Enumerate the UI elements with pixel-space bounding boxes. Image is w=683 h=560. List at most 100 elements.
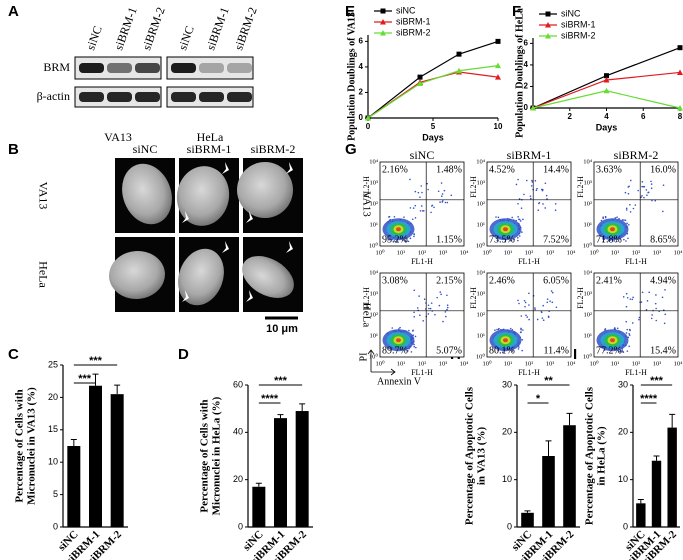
quadrant-value: 8.65%: [650, 234, 676, 245]
event-dot: [626, 296, 629, 299]
y-axis-label: Population Doublings of VA13: [346, 12, 357, 141]
event-dot: [410, 351, 413, 353]
event-dot: [494, 329, 496, 331]
event-dot: [407, 240, 410, 243]
event-dot: [625, 305, 628, 308]
flow-plot: [486, 161, 572, 247]
event-dot: [600, 219, 603, 222]
event-dot: [388, 215, 391, 218]
event-dot: [628, 185, 630, 188]
event-dot: [641, 291, 644, 294]
event-dot: [430, 211, 432, 214]
event-dot: [632, 207, 635, 210]
event-dot: [446, 304, 449, 307]
axis-label: FL2-H: [469, 176, 478, 198]
tick-label: 10²: [477, 311, 486, 318]
event-dot: [511, 216, 513, 219]
arrowhead: [222, 241, 229, 253]
tick-label: 10¹: [504, 360, 513, 367]
event-dot: [641, 195, 643, 197]
event-dot: [420, 205, 423, 207]
event-dot: [517, 216, 519, 218]
event-dot: [440, 182, 443, 184]
bar: [563, 425, 576, 527]
tick-label: 10¹: [611, 249, 620, 256]
event-dot: [616, 216, 618, 219]
event-dot: [413, 343, 415, 346]
event-dot: [524, 301, 527, 304]
event-dot: [520, 315, 523, 317]
event-dot: [554, 203, 557, 205]
quadrant-value: 3.08%: [382, 275, 408, 286]
event-dot: [625, 240, 627, 242]
event-dot: [444, 201, 447, 204]
event-dot: [409, 178, 411, 181]
tick-label: 10³: [370, 290, 379, 297]
quadrant-value: 2.15%: [436, 275, 462, 286]
event-dot: [441, 193, 444, 195]
event-dot: [547, 316, 550, 319]
quadrant-value: 77.2%: [596, 345, 622, 356]
event-dot: [650, 183, 653, 185]
nucleus: [178, 248, 224, 306]
event-dot: [529, 195, 532, 197]
y-tick-label: 10: [502, 474, 512, 484]
axis-arrow: [367, 349, 396, 376]
event-dot: [630, 179, 632, 182]
event-dot: [615, 240, 618, 243]
event-dot: [423, 298, 426, 300]
event-dot: [524, 305, 526, 308]
event-dot: [515, 183, 518, 186]
event-dot: [450, 194, 453, 197]
series-line: [367, 65, 499, 119]
axis-label: FL1-H: [411, 368, 433, 377]
blot-band: [107, 63, 132, 73]
bar: [110, 394, 124, 527]
event-dot: [528, 318, 530, 321]
event-dot: [641, 181, 644, 183]
y-tick-label: 0: [507, 521, 512, 531]
event-dot: [419, 210, 422, 212]
tick-label: 10⁴: [567, 360, 577, 367]
blot-band: [107, 92, 132, 102]
tick-label: 10²: [477, 200, 486, 207]
event-dot: [523, 193, 525, 196]
y-axis-label: in HeLa (%): [596, 426, 608, 486]
event-dot: [393, 240, 396, 242]
event-dot: [422, 320, 425, 322]
bar: [542, 456, 555, 527]
y-tick-label: 25: [48, 359, 58, 369]
arrowhead: [286, 162, 293, 174]
marker: [604, 73, 609, 79]
event-dot: [517, 299, 519, 302]
tick-label: 10⁴: [369, 158, 379, 165]
density: [395, 338, 401, 343]
event-dot: [536, 187, 538, 190]
tick-label: 10¹: [370, 221, 379, 228]
blot-band: [135, 92, 160, 102]
event-dot: [526, 179, 528, 182]
event-dot: [440, 293, 442, 296]
column-label: siBRM-2: [251, 142, 296, 156]
y-tick-label: 0: [238, 521, 243, 531]
significance-label: ***: [650, 375, 664, 387]
legend-label: siBRM-1: [396, 16, 431, 26]
column-label: siBRM-2: [614, 148, 659, 162]
event-dot: [602, 238, 604, 240]
event-dot: [525, 314, 527, 317]
event-dot: [421, 191, 423, 194]
lane-label: siNC: [83, 24, 105, 52]
event-dot: [522, 329, 524, 331]
event-dot: [551, 291, 554, 294]
event-dot: [628, 345, 630, 348]
blot-band: [171, 92, 196, 102]
event-dot: [427, 304, 430, 307]
lane-label: siBRM-2: [139, 5, 167, 52]
event-dot: [430, 302, 433, 304]
y-tick-label: 6: [524, 38, 529, 47]
quadrant-value: 1.48%: [436, 164, 462, 175]
event-dot: [441, 200, 444, 202]
event-dot: [616, 327, 619, 330]
y-axis-label: Micronuclei in VA13 (%): [26, 387, 38, 505]
y-tick-label: 0: [359, 113, 364, 122]
